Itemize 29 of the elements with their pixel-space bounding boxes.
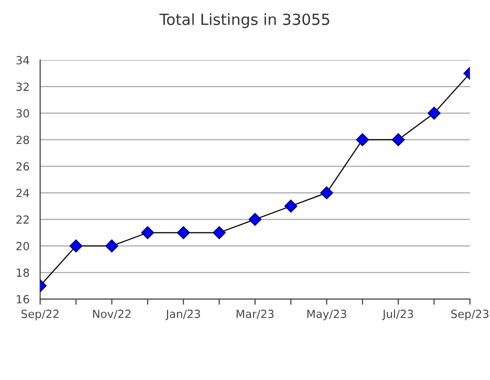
- x-tick-label: Sep/23: [451, 310, 488, 320]
- x-tick-label: May/23: [307, 310, 346, 320]
- y-tick-label: 26: [16, 162, 30, 171]
- y-tick-label: 32: [16, 82, 29, 91]
- point: [70, 239, 82, 252]
- point: [248, 212, 262, 226]
- x-tick-label: Mar/23: [236, 310, 274, 319]
- y-tick-label: 24: [16, 188, 30, 198]
- y-tick-label: 34: [16, 56, 30, 64]
- point: [141, 226, 154, 240]
- chart-title: Total Listings in 33055: [159, 13, 330, 28]
- point: [356, 133, 369, 146]
- point: [320, 186, 334, 200]
- x-tick-label: Jul/23: [382, 309, 414, 320]
- y-tick-label: 18: [16, 268, 30, 277]
- point: [284, 200, 298, 213]
- point: [212, 226, 226, 240]
- x-tick-label: Sep/22: [22, 310, 58, 320]
- y-tick-label: 28: [16, 136, 30, 144]
- point: [105, 239, 118, 252]
- y-tick-label: 22: [16, 215, 29, 224]
- y-tick-label: 20: [16, 242, 30, 250]
- point: [428, 106, 441, 120]
- point: [392, 133, 405, 146]
- point: [176, 226, 190, 240]
- y-tick-label: 30: [16, 109, 30, 118]
- x-tick-label: Jan/23: [165, 310, 200, 320]
- x-tick-label: Nov/22: [93, 310, 130, 319]
- y-tick-label: 16: [16, 295, 30, 304]
